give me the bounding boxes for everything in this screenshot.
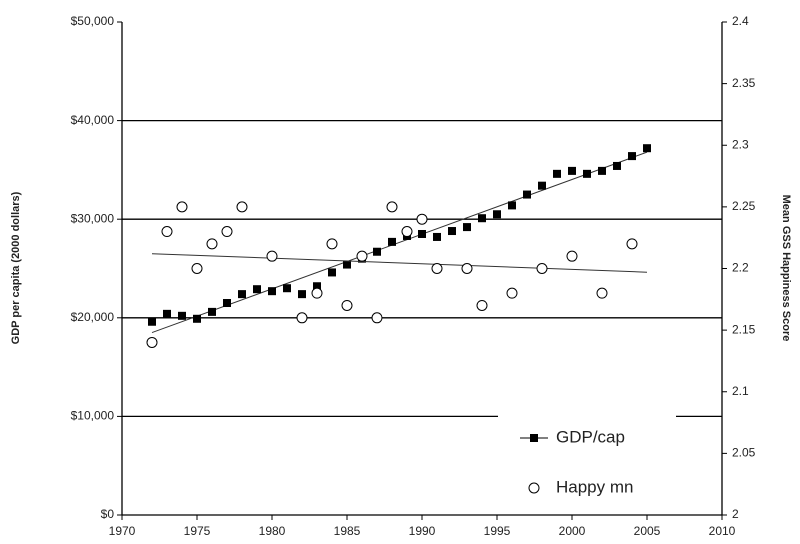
happy-point xyxy=(566,250,578,262)
gdp-point xyxy=(448,227,456,236)
trend-line xyxy=(151,253,648,273)
happy-point xyxy=(326,238,338,250)
gdp-point xyxy=(148,317,156,326)
x-tick-label: 1985 xyxy=(334,524,361,538)
happy-point xyxy=(371,312,383,324)
gdp-point xyxy=(208,307,216,316)
y2-axis-label: Mean GSS Happiness Score xyxy=(780,195,792,342)
happy-point xyxy=(386,201,398,213)
gdp-point xyxy=(388,237,396,246)
gdp-point xyxy=(343,260,351,269)
happy-point xyxy=(626,238,638,250)
gdp-point xyxy=(328,268,336,277)
trend-line xyxy=(151,151,648,334)
gdp-point xyxy=(223,299,231,308)
gdp-point xyxy=(508,201,516,210)
gdp-point xyxy=(238,290,246,299)
gdp-point xyxy=(418,229,426,238)
y-axis-label: GDP per capita (2000 dollars) xyxy=(10,191,22,344)
x-tick-label: 1995 xyxy=(484,524,511,538)
gdp-point xyxy=(493,210,501,219)
gdp-point xyxy=(463,223,471,232)
gdp-point xyxy=(283,284,291,293)
gdp-point xyxy=(193,314,201,323)
happy-point xyxy=(221,226,233,238)
legend-label: Happy mn xyxy=(556,477,633,496)
gdp-point xyxy=(598,166,606,175)
gdp-point xyxy=(163,309,171,318)
gdp-point xyxy=(313,282,321,291)
happy-point xyxy=(506,287,518,299)
y2-tick-label: 2.25 xyxy=(732,199,756,213)
legend-marker xyxy=(530,434,538,442)
x-tick-label: 1990 xyxy=(409,524,436,538)
y-tick-label: $20,000 xyxy=(71,310,115,324)
x-tick-label: 2000 xyxy=(559,524,586,538)
gdp-point xyxy=(553,169,561,178)
y-tick-label: $40,000 xyxy=(71,113,115,127)
happy-point xyxy=(476,299,488,311)
happy-point xyxy=(536,263,548,274)
y2-tick-label: 2.05 xyxy=(732,446,756,460)
y2-tick-label: 2.35 xyxy=(732,76,756,90)
gdp-point xyxy=(643,144,651,153)
gdp-point xyxy=(433,232,441,241)
gdp-point xyxy=(613,161,621,170)
happy-point xyxy=(176,201,188,213)
happy-point xyxy=(401,226,413,238)
happy-point xyxy=(311,287,323,299)
happy-point xyxy=(161,226,173,238)
x-tick-label: 2010 xyxy=(709,524,736,538)
gdp-point xyxy=(628,152,636,161)
gdp-point xyxy=(298,290,306,299)
x-tick-label: 2005 xyxy=(634,524,661,538)
gdp-point xyxy=(373,247,381,256)
y2-tick-label: 2.1 xyxy=(732,384,749,398)
happy-point xyxy=(191,263,203,274)
gdp-point xyxy=(538,181,546,190)
legend-box xyxy=(498,408,676,512)
gdp-point xyxy=(253,285,261,294)
gdp-point xyxy=(568,166,576,175)
y-tick-label: $10,000 xyxy=(71,409,115,423)
gdp-point xyxy=(268,287,276,296)
happy-point xyxy=(431,263,443,274)
y2-tick-label: 2.3 xyxy=(732,137,749,151)
y-tick-label: $0 xyxy=(101,507,115,521)
x-tick-label: 1970 xyxy=(109,524,136,538)
y2-tick-label: 2 xyxy=(732,507,739,521)
gdp-point xyxy=(178,311,186,320)
x-tick-label: 1980 xyxy=(259,524,286,538)
happy-point xyxy=(266,250,278,262)
happy-point xyxy=(296,312,308,324)
legend-label: GDP/cap xyxy=(556,427,625,446)
y-tick-label: $30,000 xyxy=(71,211,115,225)
happy-point xyxy=(236,201,248,213)
y2-tick-label: 2.15 xyxy=(732,322,756,336)
gdp-point xyxy=(583,169,591,178)
happy-point xyxy=(416,213,428,225)
happy-point xyxy=(461,263,473,274)
happy-point xyxy=(341,299,353,311)
gdp-point xyxy=(478,214,486,223)
y-tick-label: $50,000 xyxy=(71,14,115,28)
y2-tick-label: 2.2 xyxy=(732,261,749,275)
happy-point xyxy=(596,287,608,299)
gdp-point xyxy=(523,190,531,199)
happy-point xyxy=(356,250,368,262)
y2-tick-label: 2.4 xyxy=(732,14,749,28)
legend-marker xyxy=(528,482,540,494)
x-tick-label: 1975 xyxy=(184,524,211,538)
happy-point xyxy=(206,238,218,250)
happy-point xyxy=(146,336,158,348)
